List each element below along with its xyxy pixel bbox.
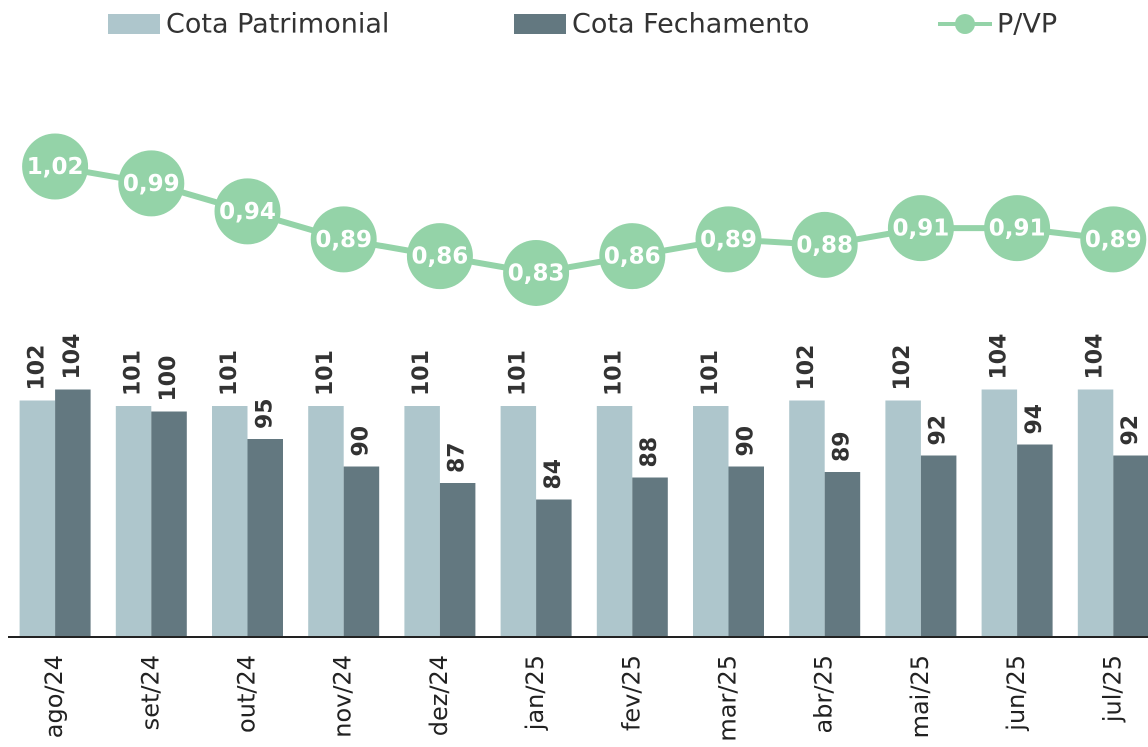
line-marker [887,195,954,262]
bar-value-label: 89 [829,431,854,462]
bar [1113,455,1148,637]
legend-swatch [108,14,160,34]
bar [920,455,957,637]
legend-marker [955,14,975,34]
bar-value-label: 104 [986,334,1011,380]
line-value-label: 0,91 [989,216,1046,242]
x-tick-label: jan/25 [521,655,549,731]
line-value-label: 0,88 [796,232,853,258]
bar [1017,444,1053,637]
legend-label: P/VP [997,9,1057,40]
bar-value-label: 101 [121,350,146,396]
line-marker [599,223,666,290]
bar-value-label: 90 [348,426,373,457]
bar-value-label: 102 [890,345,915,391]
line [54,163,1114,276]
bar-value-label: 94 [1022,404,1047,435]
x-tick-label: jun/25 [1002,655,1030,732]
bar-value-label: 84 [541,459,566,490]
bar [500,406,537,637]
x-tick-label: dez/24 [425,655,453,736]
line-marker [695,206,762,273]
bar-value-label: 92 [926,415,951,446]
legend-label: Cota Patrimonial [166,9,389,40]
bar [789,400,825,637]
line-value-label: 0,83 [508,260,565,286]
bar [19,400,56,637]
bar-value-label: 95 [252,398,277,429]
bar [981,389,1018,637]
bar-value-label: 101 [698,350,723,396]
line-value-label: 1,02 [27,154,84,180]
bar [55,389,91,637]
line-marker [406,223,473,290]
line-marker [22,133,89,200]
bar [115,406,152,637]
bar [632,477,668,637]
line-marker [791,211,858,278]
line-marker [214,178,281,245]
bar-value-label: 101 [409,350,434,396]
bar [404,406,440,637]
line-value-label: 0,94 [219,199,276,225]
bar [247,439,283,637]
bar [824,472,861,637]
bar [536,499,572,637]
line-marker [310,206,377,273]
bar-value-label: 87 [445,442,470,473]
legend-label: Cota Fechamento [572,9,809,40]
line-marker [1080,206,1147,273]
bar [885,400,921,637]
bar [343,466,380,637]
bar-value-label: 90 [733,426,758,457]
bar [728,466,764,637]
bar-value-label: 92 [1118,415,1143,446]
x-tick-label: mar/25 [714,655,742,742]
bar-value-label: 104 [1083,334,1108,380]
line-marker [984,195,1051,262]
line-value-label: 0,99 [123,171,180,197]
bar [439,483,476,637]
bar [596,406,633,637]
x-tick-label: out/24 [233,655,261,733]
bar-value-label: 102 [24,345,49,391]
x-tick-label: fev/25 [617,655,645,731]
x-tick-label: mai/25 [906,655,934,738]
line-value-label: 0,89 [315,227,372,253]
line-value-label: 0,89 [1085,227,1142,253]
x-tick-label: ago/24 [40,655,68,738]
bar-value-label: 101 [505,350,530,396]
bar [308,406,344,637]
line-marker [503,239,570,306]
bar-value-label: 100 [156,356,181,402]
bar-value-label: 101 [313,350,338,396]
x-tick-label: jul/25 [1098,655,1126,723]
line-value-label: 0,86 [412,244,469,270]
bar-value-label: 101 [602,350,627,396]
x-tick-label: abr/25 [810,655,838,733]
bar [693,406,729,637]
bar [212,406,248,637]
line-value-label: 0,86 [604,244,661,270]
x-tick-label: set/24 [136,655,164,730]
legend-swatch [514,14,566,34]
line-value-label: 0,89 [700,227,757,253]
bar [1077,389,1114,637]
x-tick-label: nov/24 [329,655,357,738]
line-marker [118,150,185,217]
bar-value-label: 104 [60,334,85,380]
bar [151,411,187,637]
line-value-label: 0,91 [893,216,950,242]
bar-value-label: 101 [217,350,242,396]
bar-value-label: 88 [637,437,662,468]
bar-value-label: 102 [794,345,819,391]
